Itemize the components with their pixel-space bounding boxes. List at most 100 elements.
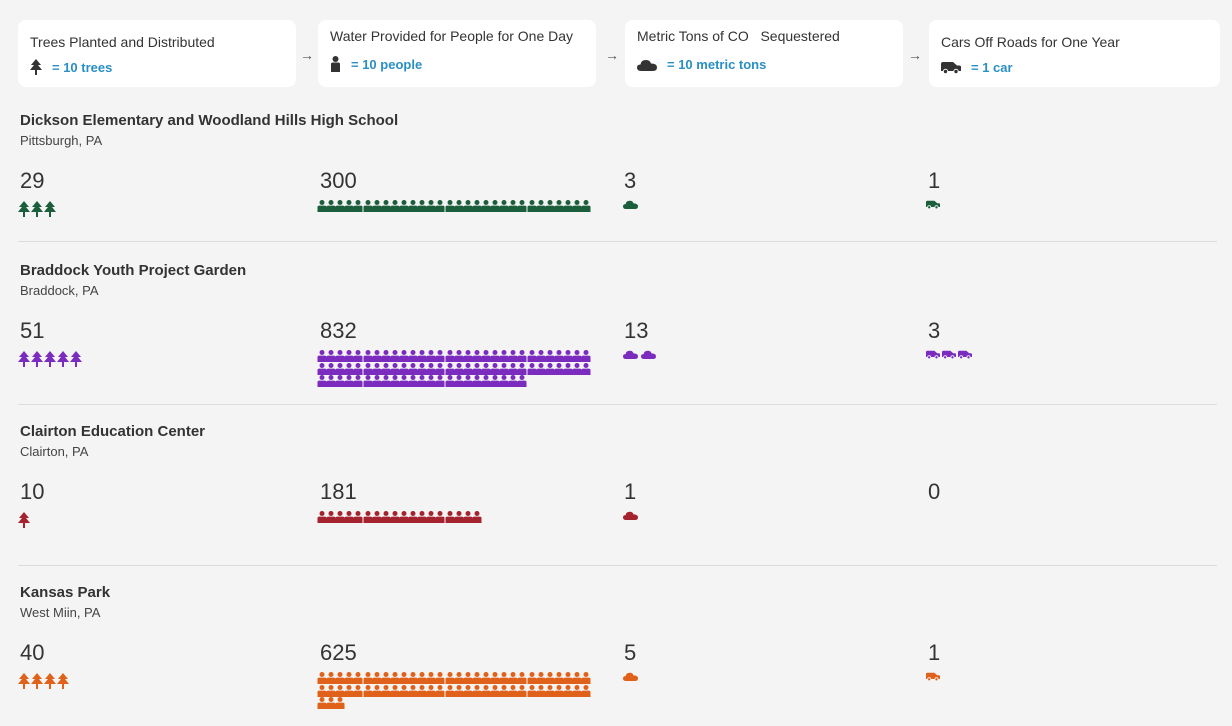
- legend-card-trees: Trees Planted and Distributed = 10 trees: [18, 20, 296, 87]
- tree-icon: [18, 512, 30, 528]
- person-icon: [517, 375, 527, 387]
- trees-value: 29: [20, 168, 45, 193]
- legend-unit-cars: = 1 car: [941, 60, 1013, 75]
- person-icon: [508, 362, 518, 375]
- trees-value: 51: [20, 318, 45, 343]
- site-location: West Miin, PA: [20, 605, 101, 620]
- person-icon: [417, 350, 427, 362]
- person-icon: [435, 375, 445, 387]
- person-icon: [344, 362, 354, 375]
- person-icon: [545, 200, 555, 212]
- site-name: Braddock Youth Project Garden: [20, 262, 247, 279]
- person-icon: [335, 350, 345, 362]
- water-icons: [317, 672, 597, 710]
- person-icon: [563, 362, 573, 375]
- tree-icon: [44, 201, 56, 217]
- legend-unit-water: = 10 people: [330, 56, 422, 72]
- person-icon: [317, 362, 327, 375]
- person-icon: [490, 672, 500, 684]
- tree-icon: [57, 351, 69, 367]
- person-icon: [399, 672, 409, 684]
- water-value: 300: [320, 168, 357, 193]
- person-icon: [472, 672, 482, 684]
- person-icon: [508, 350, 518, 362]
- cars-icons: [926, 350, 1206, 360]
- person-icon: [508, 375, 518, 387]
- person-icon: [408, 511, 418, 523]
- person-icon: [454, 684, 464, 697]
- cars-value: 1: [928, 168, 941, 193]
- person-icon: [445, 684, 455, 697]
- person-icon: [554, 684, 564, 697]
- car-icon: [926, 350, 940, 359]
- person-icon: [581, 684, 591, 697]
- legend-card-co2: Metric Tons of CO Sequestered = 10 metri…: [625, 20, 903, 87]
- person-icon: [463, 350, 473, 362]
- person-icon: [508, 684, 518, 697]
- person-icon: [372, 511, 382, 523]
- person-icon: [563, 350, 573, 362]
- person-icon: [317, 200, 327, 212]
- person-icon: [344, 350, 354, 362]
- person-icon: [390, 362, 400, 375]
- person-icon: [445, 350, 455, 362]
- legend-title-co2: Metric Tons of CO Sequestered: [637, 28, 840, 44]
- person-icon: [581, 350, 591, 362]
- person-icon: [572, 672, 582, 684]
- person-icon: [445, 200, 455, 212]
- person-icon: [499, 350, 509, 362]
- person-icon: [417, 362, 427, 375]
- co2-value: 1: [624, 479, 637, 504]
- legend-title-cars: Cars Off Roads for One Year: [941, 34, 1120, 50]
- person-icon: [335, 511, 345, 523]
- person-icon: [545, 672, 555, 684]
- person-icon: [536, 362, 546, 375]
- divider: [18, 404, 1217, 405]
- car-icon: [941, 62, 961, 74]
- person-icon: [372, 375, 382, 387]
- cars-value: 0: [928, 479, 941, 504]
- site-location: Pittsburgh, PA: [20, 133, 103, 148]
- person-icon: [499, 200, 509, 212]
- person-icon: [563, 200, 573, 212]
- person-icon: [463, 511, 473, 523]
- person-icon: [463, 375, 473, 387]
- person-icon: [408, 200, 418, 212]
- person-icon: [372, 350, 382, 362]
- person-icon: [372, 200, 382, 212]
- tree-icon: [18, 351, 30, 367]
- person-icon: [326, 511, 336, 523]
- person-icon: [426, 672, 436, 684]
- person-icon: [353, 375, 363, 387]
- person-icon: [481, 200, 491, 212]
- cars-icons: [926, 200, 1206, 210]
- person-icon: [317, 350, 327, 362]
- cars-icons: [926, 672, 1206, 682]
- person-icon: [335, 684, 345, 697]
- person-icon: [408, 350, 418, 362]
- legend-card-cars: Cars Off Roads for One Year = 1 car: [929, 20, 1220, 87]
- person-icon: [417, 200, 427, 212]
- person-icon: [472, 684, 482, 697]
- person-icon: [527, 362, 537, 375]
- legend-title-trees: Trees Planted and Distributed: [30, 34, 215, 50]
- co2-value: 5: [624, 640, 637, 665]
- water-icons: [317, 511, 597, 524]
- car-icon: [926, 200, 940, 209]
- legend-card-water: Water Provided for People for One Day = …: [318, 20, 596, 87]
- person-icon: [445, 511, 455, 523]
- person-icon: [454, 511, 464, 523]
- site-location: Braddock, PA: [20, 283, 99, 298]
- person-icon: [499, 375, 509, 387]
- person-icon: [381, 350, 391, 362]
- person-icon: [554, 350, 564, 362]
- person-icon: [381, 684, 391, 697]
- person-icon: [581, 672, 591, 684]
- person-icon: [454, 362, 464, 375]
- person-icon: [326, 672, 336, 684]
- person-icon: [454, 200, 464, 212]
- person-icon: [381, 511, 391, 523]
- person-icon: [481, 684, 491, 697]
- person-icon: [408, 672, 418, 684]
- person-icon: [545, 684, 555, 697]
